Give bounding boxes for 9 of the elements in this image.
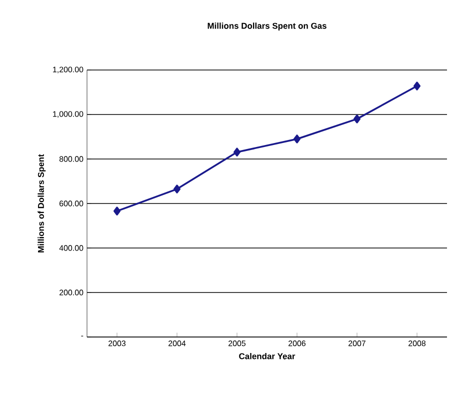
point	[413, 82, 421, 90]
point	[293, 134, 301, 144]
x-axis-title: Calendar Year	[239, 353, 296, 360]
point	[353, 114, 361, 124]
chart-title: Millions Dollars Spent on Gas	[208, 22, 326, 30]
point	[173, 184, 181, 194]
point	[233, 148, 241, 156]
point	[113, 206, 121, 216]
y-axis-title: Millions of Dollars Spent	[38, 154, 46, 252]
